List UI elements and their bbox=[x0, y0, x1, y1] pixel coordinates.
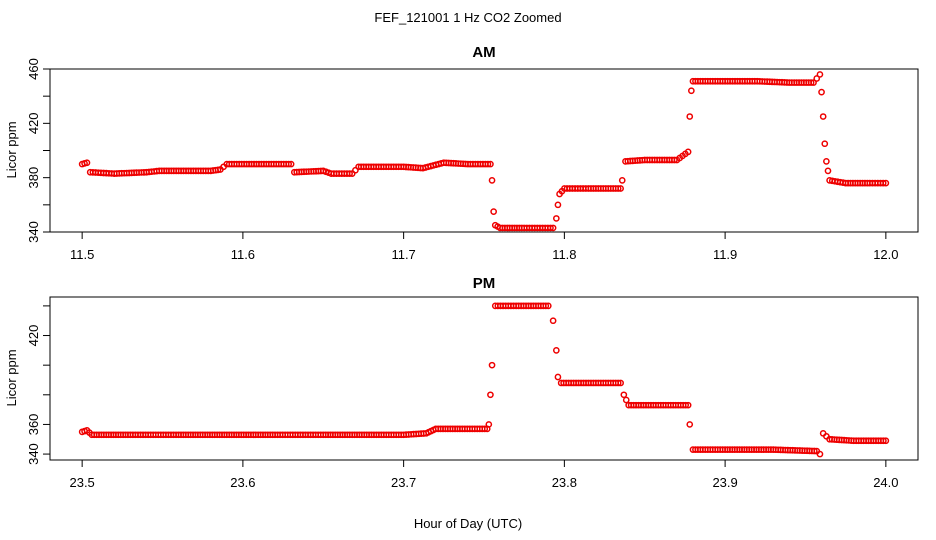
pm-data-point bbox=[622, 396, 630, 404]
x-axis-label: Hour of Day (UTC) bbox=[414, 516, 522, 531]
am-data-point bbox=[554, 201, 562, 209]
am-data-point bbox=[287, 160, 295, 168]
am-data-point bbox=[552, 215, 560, 222]
am-x-tick-label: 12.0 bbox=[873, 247, 898, 262]
pm-data-point bbox=[552, 346, 560, 354]
am-data-point bbox=[487, 160, 494, 168]
pm-data-point bbox=[882, 437, 890, 445]
am-data-point bbox=[490, 208, 497, 215]
pm-data-point bbox=[481, 425, 489, 433]
am-data-point bbox=[821, 140, 829, 148]
pm-data-point bbox=[488, 361, 496, 369]
am-data-point bbox=[547, 224, 554, 232]
am-data-point bbox=[614, 185, 622, 192]
am-x-tick-label: 11.8 bbox=[552, 247, 576, 262]
pm-points bbox=[78, 302, 890, 458]
am-x-tick-label: 11.6 bbox=[231, 247, 255, 262]
am-data-point bbox=[824, 167, 832, 175]
am-data-point bbox=[879, 179, 887, 187]
am-ticks: 11.5 11.6 11.7 11.8 11.9 12.0 340 380 420 460 bbox=[26, 58, 899, 262]
am-y-tick-label: 460 bbox=[26, 58, 41, 80]
am-data-point bbox=[488, 177, 496, 184]
am-data-point bbox=[617, 185, 624, 192]
pm-ticks: 23.5 23.6 23.7 23.8 23.9 24.0 340 360 420 bbox=[26, 305, 899, 490]
am-data-point bbox=[688, 87, 695, 95]
pm-data-point bbox=[487, 391, 494, 399]
am-points bbox=[78, 71, 890, 232]
pm-data-point bbox=[542, 302, 550, 310]
main-title: FEF_121001 1 Hz CO2 Zoomed bbox=[374, 10, 561, 25]
pm-data-point bbox=[686, 421, 694, 428]
pm-x-tick-label: 23.6 bbox=[230, 475, 255, 490]
pm-y-tick-label: 360 bbox=[26, 414, 41, 436]
pm-x-tick-label: 23.8 bbox=[552, 475, 577, 490]
pm-x-tick-label: 23.7 bbox=[391, 475, 416, 490]
pm-data-point bbox=[684, 401, 692, 409]
am-data-point bbox=[549, 224, 557, 232]
pm-x-tick-label: 23.5 bbox=[69, 475, 94, 490]
pm-data-point bbox=[810, 447, 818, 455]
pm-y-axis-label: Licor ppm bbox=[4, 349, 19, 406]
am-x-tick-label: 11.5 bbox=[70, 247, 94, 262]
am-data-point bbox=[83, 159, 91, 167]
pm-panel-title: PM bbox=[473, 275, 496, 292]
pm-data-point bbox=[682, 401, 690, 409]
pm-y-tick-label: 340 bbox=[26, 443, 41, 465]
am-data-point bbox=[813, 75, 821, 82]
pm-data-point bbox=[617, 379, 624, 387]
pm-y-tick-label: 420 bbox=[26, 325, 41, 347]
am-x-tick-label: 11.7 bbox=[391, 247, 415, 262]
am-y-tick-label: 340 bbox=[26, 221, 41, 243]
pm-data-point bbox=[485, 421, 493, 428]
am-data-point bbox=[807, 79, 815, 86]
pm-x-tick-label: 24.0 bbox=[873, 475, 898, 490]
am-plot-frame bbox=[49, 68, 919, 233]
am-y-tick-label: 420 bbox=[26, 112, 41, 134]
am-panel-title: AM bbox=[472, 44, 495, 61]
am-data-point bbox=[671, 156, 678, 164]
am-data-point bbox=[346, 170, 353, 177]
pm-plot-frame bbox=[49, 296, 919, 461]
am-data-point bbox=[816, 71, 824, 78]
am-data-point bbox=[810, 79, 817, 86]
am-data-point bbox=[819, 113, 827, 120]
pm-data-point bbox=[554, 373, 562, 381]
am-data-point bbox=[823, 158, 830, 165]
pm-data-point bbox=[816, 450, 824, 458]
am-x-tick-label: 11.9 bbox=[713, 247, 737, 262]
am-data-point bbox=[882, 179, 890, 187]
pm-panel: PM Licor ppm 23.5 23.6 23.7 23.8 23.9 24.0 340… bbox=[4, 275, 919, 490]
pm-data-point bbox=[880, 437, 887, 445]
am-data-point bbox=[618, 177, 626, 184]
pm-x-tick-label: 23.9 bbox=[712, 475, 737, 490]
am-data-point bbox=[686, 113, 694, 120]
pm-data-point bbox=[620, 391, 628, 399]
pm-data-point bbox=[544, 302, 552, 310]
am-data-point bbox=[818, 88, 825, 96]
am-data-point bbox=[484, 160, 492, 168]
am-y-tick-label: 380 bbox=[26, 167, 41, 189]
am-y-axis-label: Licor ppm bbox=[4, 121, 19, 178]
am-data-point bbox=[285, 160, 292, 168]
pm-data-point bbox=[549, 317, 557, 325]
am-data-point bbox=[684, 148, 692, 156]
pm-data-point bbox=[614, 379, 622, 387]
am-panel: AM Licor ppm 11.5 11.6 11.7 11.8 11.9 12.0 340… bbox=[4, 44, 919, 262]
